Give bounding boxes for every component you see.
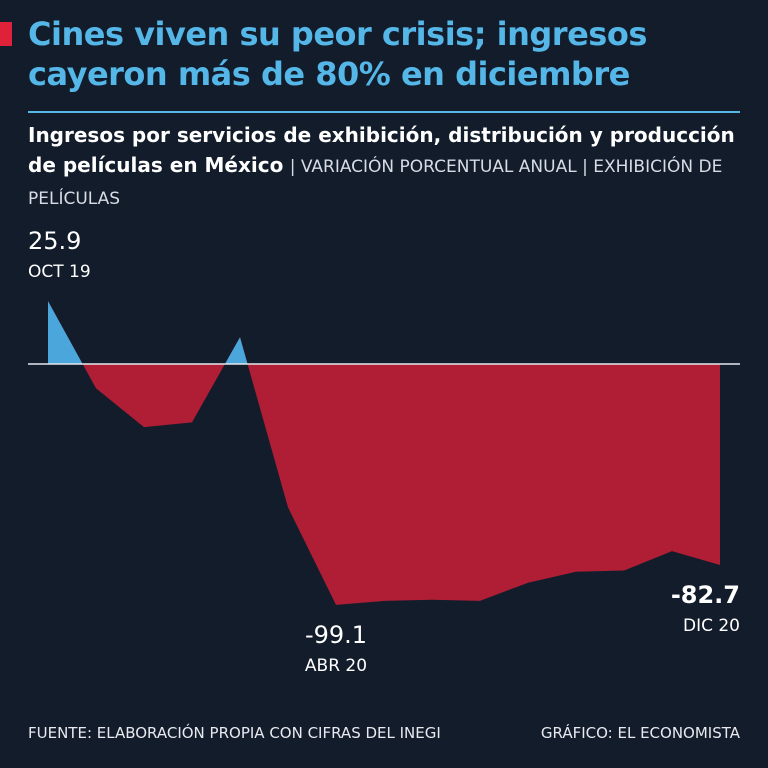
source: FUENTE: ELABORACIÓN PROPIA CON CIFRAS DE… [28,724,441,742]
title-rule [28,111,740,113]
category-label: OCT 19 [28,262,91,282]
category-label: DIC 20 [683,616,740,636]
credit: GRÁFICO: EL ECONOMISTA [540,724,740,742]
subtitle-note: | VARIACIÓN PORCENTUAL ANUAL | EXHIBICIÓ… [28,157,723,209]
subtitle-block: Ingresos por servicios de exhibición, di… [28,120,743,214]
value-label: 25.9 [28,227,81,255]
accent-bar [0,22,12,46]
subtitle: Ingresos por servicios de exhibición, di… [28,123,735,177]
value-label: -99.1 [305,621,367,649]
value-label: -82.7 [671,581,740,609]
chart-title: Cines viven su peor crisis; ingresos cay… [28,15,647,93]
area-negative [48,301,720,605]
category-label: ABR 20 [305,656,367,676]
